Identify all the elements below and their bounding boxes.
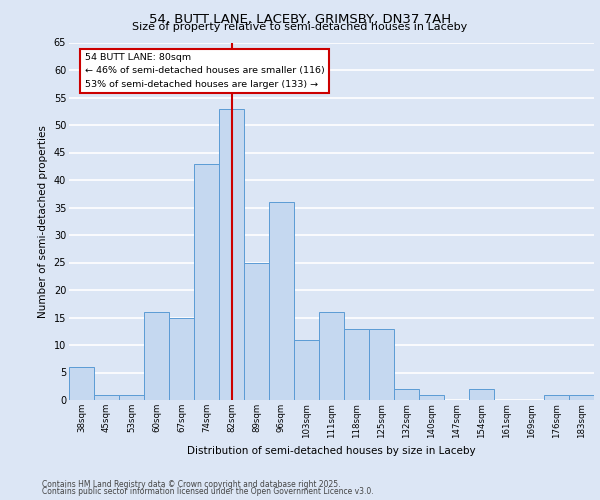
Bar: [144, 312, 169, 400]
Text: 54, BUTT LANE, LACEBY, GRIMSBY, DN37 7AH: 54, BUTT LANE, LACEBY, GRIMSBY, DN37 7AH: [149, 12, 451, 26]
Bar: [169, 318, 194, 400]
Text: Size of property relative to semi-detached houses in Laceby: Size of property relative to semi-detach…: [133, 22, 467, 32]
Bar: [419, 394, 444, 400]
Bar: [369, 328, 394, 400]
Text: Contains HM Land Registry data © Crown copyright and database right 2025.: Contains HM Land Registry data © Crown c…: [42, 480, 341, 489]
Bar: [469, 389, 494, 400]
X-axis label: Distribution of semi-detached houses by size in Laceby: Distribution of semi-detached houses by …: [187, 446, 476, 456]
Bar: [394, 389, 419, 400]
Bar: [269, 202, 294, 400]
Bar: [219, 108, 244, 400]
Text: Contains public sector information licensed under the Open Government Licence v3: Contains public sector information licen…: [42, 487, 374, 496]
Bar: [544, 394, 569, 400]
Bar: [344, 328, 369, 400]
Bar: [119, 394, 144, 400]
Y-axis label: Number of semi-detached properties: Number of semi-detached properties: [38, 125, 48, 318]
Text: 54 BUTT LANE: 80sqm
← 46% of semi-detached houses are smaller (116)
53% of semi-: 54 BUTT LANE: 80sqm ← 46% of semi-detach…: [85, 53, 325, 88]
Bar: [244, 262, 269, 400]
Bar: [69, 367, 94, 400]
Bar: [294, 340, 319, 400]
Bar: [319, 312, 344, 400]
Bar: [194, 164, 219, 400]
Bar: [94, 394, 119, 400]
Bar: [569, 394, 594, 400]
